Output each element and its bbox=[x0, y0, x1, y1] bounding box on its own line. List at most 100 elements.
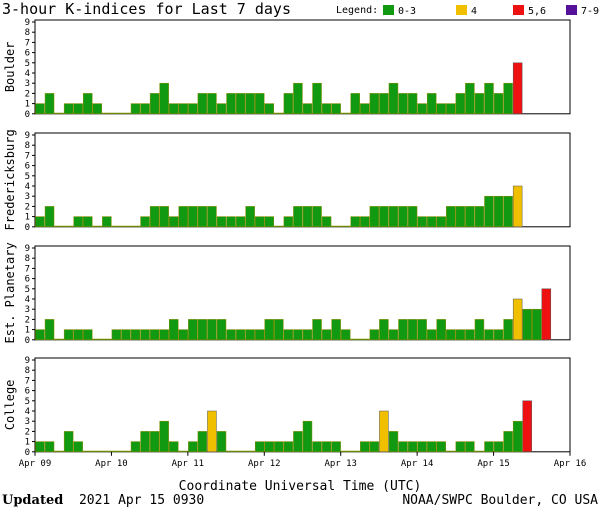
k-index-bar bbox=[216, 103, 227, 115]
k-index-bar bbox=[207, 319, 217, 341]
k-index-bar bbox=[140, 329, 150, 341]
k-index-bar bbox=[159, 329, 169, 341]
y-tick-label: 7 bbox=[25, 376, 30, 386]
k-index-bar bbox=[465, 441, 475, 453]
k-index-bar bbox=[446, 103, 456, 115]
k-index-bar bbox=[312, 82, 322, 115]
k-index-bar bbox=[522, 400, 532, 453]
k-index-bar bbox=[360, 103, 370, 115]
k-index-bar bbox=[130, 329, 141, 341]
k-index-bar bbox=[226, 329, 236, 341]
y-tick-label: 4 bbox=[25, 182, 30, 192]
k-index-bar bbox=[360, 216, 370, 228]
k-index-bar bbox=[369, 93, 380, 115]
k-index-bar bbox=[274, 441, 284, 453]
k-index-bar bbox=[83, 93, 93, 115]
k-index-bar bbox=[398, 206, 408, 228]
x-axis-label: Coordinate Universal Time (UTC) bbox=[179, 479, 422, 494]
k-index-bar bbox=[92, 225, 103, 228]
k-index-bar bbox=[340, 450, 351, 453]
y-tick-label: 6 bbox=[25, 387, 30, 397]
k-index-bar bbox=[245, 329, 255, 341]
k-index-bar bbox=[35, 441, 45, 453]
k-index-bar bbox=[465, 82, 475, 115]
k-index-bar bbox=[446, 450, 456, 453]
k-index-bar bbox=[417, 441, 427, 453]
legend-entry: 7-9 bbox=[581, 6, 599, 17]
k-index-bar bbox=[312, 319, 322, 341]
k-index-bar bbox=[188, 103, 198, 115]
k-index-bar bbox=[417, 319, 427, 341]
k-index-bar bbox=[121, 112, 131, 115]
k-index-bar bbox=[235, 329, 246, 341]
k-index-bar bbox=[264, 103, 274, 115]
k-index-bar bbox=[340, 329, 351, 341]
k-index-bar bbox=[149, 93, 160, 115]
y-tick-label: 0 bbox=[25, 110, 30, 120]
k-index-bar bbox=[121, 225, 131, 228]
station-label: College bbox=[3, 380, 17, 431]
k-index-bar bbox=[407, 206, 418, 228]
k-index-bar bbox=[436, 216, 446, 228]
k-index-bar bbox=[159, 420, 169, 453]
y-tick-label: 5 bbox=[25, 397, 30, 407]
k-index-bar bbox=[512, 298, 523, 341]
k-index-bar bbox=[321, 216, 332, 228]
k-index-bar bbox=[321, 441, 332, 453]
y-tick-label: 1 bbox=[25, 326, 30, 336]
x-tick-label: Apr 14 bbox=[401, 459, 434, 469]
y-tick-label: 2 bbox=[25, 427, 30, 437]
k-index-bar bbox=[188, 319, 198, 341]
y-tick-label: 9 bbox=[25, 131, 30, 141]
k-index-bar bbox=[474, 450, 485, 453]
k-index-bar bbox=[493, 329, 504, 341]
k-index-bar bbox=[169, 103, 179, 115]
k-index-bar bbox=[312, 441, 322, 453]
k-index-bar bbox=[455, 441, 466, 453]
legend-entry: 0-3 bbox=[398, 6, 416, 17]
k-index-bar bbox=[436, 441, 446, 453]
k-index-bar bbox=[302, 206, 313, 228]
k-index-bar bbox=[436, 103, 446, 115]
k-index-bar bbox=[121, 329, 131, 341]
k-index-bar bbox=[398, 319, 408, 341]
y-tick-label: 5 bbox=[25, 59, 30, 69]
k-index-bar bbox=[407, 93, 418, 115]
y-tick-label: 1 bbox=[25, 213, 30, 223]
y-tick-label: 6 bbox=[25, 162, 30, 172]
y-tick-label: 5 bbox=[25, 285, 30, 295]
k-index-bar bbox=[417, 103, 427, 115]
k-index-bar bbox=[474, 93, 485, 115]
y-tick-label: 8 bbox=[25, 28, 30, 38]
k-index-bar bbox=[283, 441, 294, 453]
k-index-bar bbox=[63, 225, 74, 228]
k-index-bar bbox=[388, 82, 399, 115]
k-index-bar bbox=[446, 329, 456, 341]
k-index-bar bbox=[102, 450, 112, 453]
k-index-bar bbox=[35, 103, 45, 115]
k-index-bar bbox=[207, 206, 217, 228]
legend-swatch bbox=[456, 5, 467, 15]
k-index-bar bbox=[216, 216, 227, 228]
panel-frame bbox=[34, 245, 571, 341]
k-index-bar bbox=[235, 216, 246, 228]
y-tick-label: 0 bbox=[25, 448, 30, 458]
legend-swatch bbox=[383, 5, 394, 15]
k-index-bar bbox=[254, 93, 265, 115]
k-index-bar bbox=[197, 206, 208, 228]
k-index-bar bbox=[73, 216, 83, 228]
k-index-bar bbox=[102, 216, 112, 228]
k-index-bar bbox=[83, 450, 93, 453]
y-tick-label: 8 bbox=[25, 254, 30, 264]
k-index-bar bbox=[340, 112, 351, 115]
k-index-bar bbox=[455, 329, 466, 341]
k-index-bar bbox=[73, 441, 83, 453]
k-index-bar bbox=[188, 206, 198, 228]
k-index-bar bbox=[369, 329, 380, 341]
k-index-bar bbox=[340, 225, 351, 228]
k-index-bar bbox=[44, 319, 55, 341]
k-index-bar bbox=[293, 431, 303, 453]
k-index-bar bbox=[121, 450, 131, 453]
